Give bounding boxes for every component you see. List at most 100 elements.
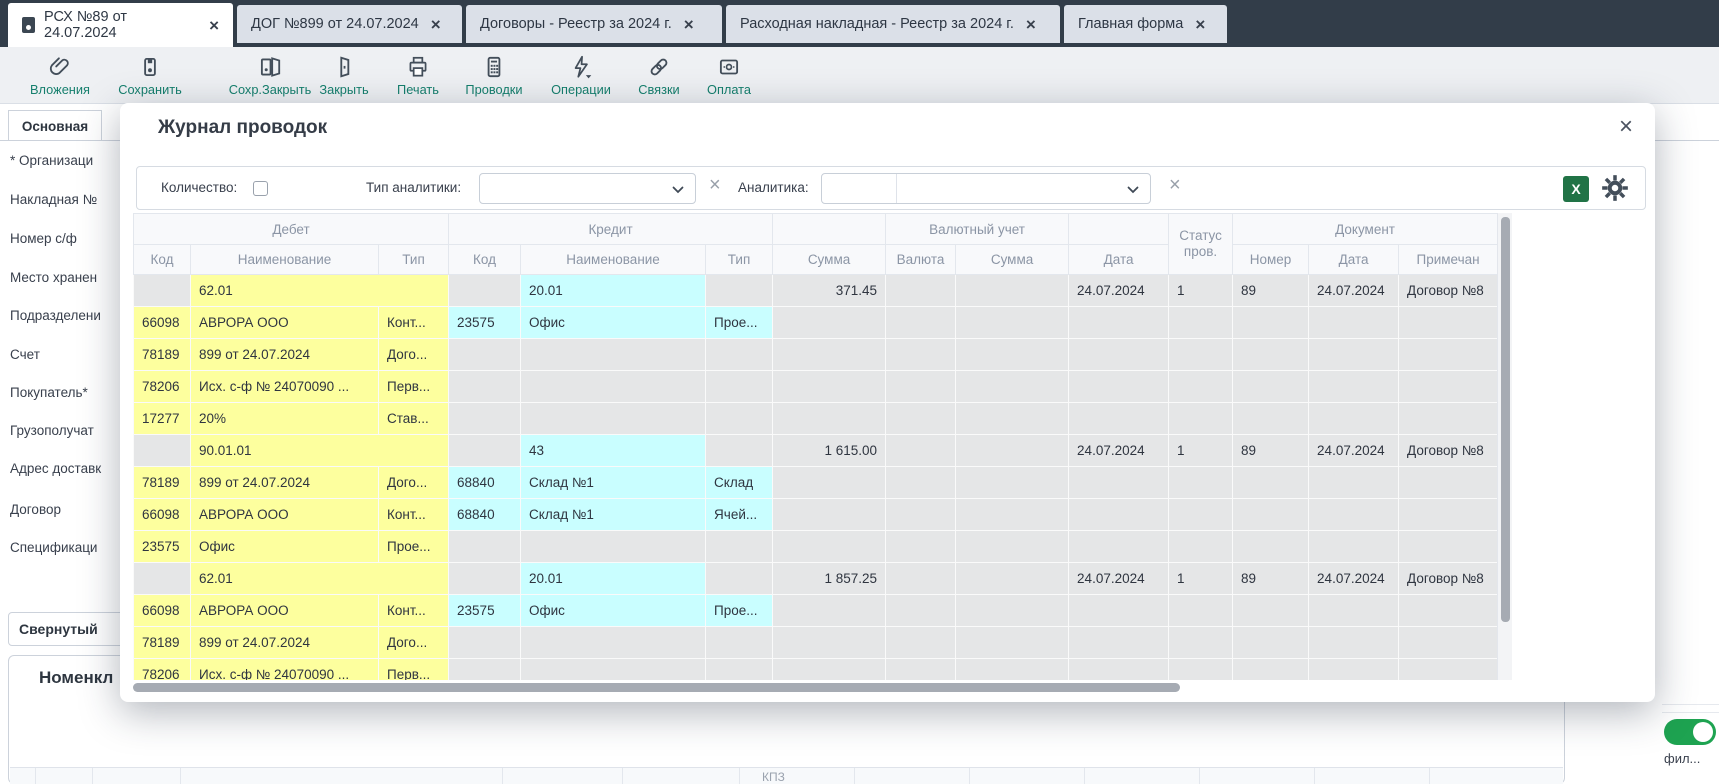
cell[interactable] (1308, 498, 1400, 531)
cell[interactable]: Дого... (377, 466, 450, 499)
cell[interactable] (955, 562, 1070, 595)
cell[interactable] (955, 434, 1070, 467)
cell[interactable] (885, 626, 957, 659)
journal-row[interactable]: 90.01.01 43 1 615.00 24.07.2024 1 89 24.07.202… (133, 434, 1497, 467)
cell[interactable] (448, 370, 522, 403)
cell[interactable]: 23575 (133, 530, 191, 563)
cell[interactable] (955, 466, 1070, 499)
cell[interactable]: АВРОРА ООО (190, 306, 379, 339)
cell[interactable] (772, 498, 887, 531)
cell[interactable] (1398, 594, 1497, 627)
cell[interactable] (885, 434, 957, 467)
cell[interactable] (133, 274, 191, 307)
cell[interactable] (448, 658, 522, 680)
cell[interactable]: 20.01 (520, 274, 707, 307)
cell[interactable] (1168, 338, 1234, 371)
cell[interactable] (955, 530, 1070, 563)
cell[interactable] (772, 338, 887, 371)
close-icon[interactable]: × (683, 14, 694, 34)
cell[interactable]: 23575 (448, 594, 522, 627)
cell[interactable]: 1 857.25 (772, 562, 887, 595)
cell[interactable]: 24.07.2024 (1308, 562, 1400, 595)
cell[interactable]: 24.07.2024 (1308, 434, 1400, 467)
scrollbar-thumb[interactable] (1501, 217, 1510, 622)
cell[interactable]: 23575 (448, 306, 522, 339)
cell[interactable]: Исх. с-ф № 24070090 ... (190, 658, 379, 680)
cell[interactable] (1232, 498, 1310, 531)
cell[interactable] (448, 626, 522, 659)
cell[interactable] (1068, 306, 1170, 339)
cell[interactable] (885, 466, 957, 499)
journal-row[interactable]: 62.01 20.01 371.45 24.07.2024 1 89 24.07.2024 Д… (133, 274, 1497, 307)
cell[interactable]: 90.01.01 (189, 434, 450, 467)
cell[interactable] (1398, 370, 1497, 403)
cell[interactable] (885, 498, 957, 531)
cell[interactable]: Перв... (377, 370, 450, 403)
cell[interactable]: 43 (520, 434, 707, 467)
cell[interactable] (705, 434, 774, 467)
settings-button[interactable] (1601, 174, 1629, 207)
cell[interactable] (885, 338, 957, 371)
cell[interactable]: Дого... (377, 626, 450, 659)
cell[interactable] (133, 562, 191, 595)
cell[interactable] (955, 626, 1070, 659)
close-icon[interactable]: × (1195, 14, 1206, 34)
cell[interactable] (772, 306, 887, 339)
cell[interactable] (705, 658, 774, 680)
cell[interactable] (885, 402, 957, 435)
cell[interactable] (772, 594, 887, 627)
cell[interactable]: Склад (705, 466, 774, 499)
cell[interactable]: 62.01 (189, 274, 450, 307)
vertical-scrollbar[interactable] (1497, 213, 1512, 680)
cell[interactable]: Став... (377, 402, 450, 435)
cell[interactable]: Конт... (377, 306, 450, 339)
cell[interactable] (448, 274, 522, 307)
cell[interactable] (1232, 338, 1310, 371)
cell[interactable] (1308, 338, 1400, 371)
cell[interactable] (1232, 306, 1310, 339)
cell[interactable] (1308, 658, 1400, 680)
cell[interactable] (772, 626, 887, 659)
close-icon[interactable]: × (1025, 14, 1036, 34)
tab-document-rsx[interactable]: РСХ №89 от 24.07.2024 × (8, 3, 233, 47)
cell[interactable] (448, 402, 522, 435)
cell[interactable] (520, 658, 707, 680)
cell[interactable] (1308, 370, 1400, 403)
cell[interactable] (520, 338, 707, 371)
quantity-checkbox[interactable] (253, 181, 268, 196)
journal-row[interactable]: 66098 АВРОРА ООО Конт... 23575 Офис Прое... (133, 306, 1497, 339)
cell[interactable]: 62.01 (189, 562, 450, 595)
cell[interactable] (1232, 530, 1310, 563)
cell[interactable]: 20% (190, 402, 379, 435)
cell[interactable]: 1 (1168, 562, 1234, 595)
cell[interactable] (772, 370, 887, 403)
journal-row[interactable]: 23575 Офис Прое... (133, 530, 1497, 563)
close-icon[interactable]: × (1618, 113, 1633, 140)
cell[interactable]: Конт... (377, 594, 450, 627)
cell[interactable] (1168, 626, 1234, 659)
attachments-button[interactable]: Вложения (5, 54, 115, 97)
cell[interactable] (1068, 498, 1170, 531)
cell[interactable] (1232, 402, 1310, 435)
cell[interactable] (1068, 402, 1170, 435)
cell[interactable] (1308, 594, 1400, 627)
cell[interactable] (1398, 402, 1497, 435)
cell[interactable] (955, 338, 1070, 371)
filter-toggle[interactable] (1664, 719, 1716, 745)
close-icon[interactable]: × (209, 15, 219, 35)
cell[interactable] (520, 626, 707, 659)
cell[interactable] (1168, 370, 1234, 403)
cell[interactable]: 24.07.2024 (1068, 434, 1170, 467)
cell[interactable] (448, 562, 522, 595)
cell[interactable]: Дого... (377, 338, 450, 371)
cell[interactable]: 899 от 24.07.2024 (190, 626, 379, 659)
cell[interactable] (1398, 658, 1497, 680)
operations-button[interactable]: Операции (526, 54, 636, 97)
cell[interactable]: Склад №1 (520, 498, 707, 531)
cell[interactable] (448, 338, 522, 371)
cell[interactable]: Офис (520, 594, 707, 627)
cell[interactable] (885, 306, 957, 339)
cell[interactable] (955, 658, 1070, 680)
cell[interactable] (705, 626, 774, 659)
save-button[interactable]: Сохранить (95, 54, 205, 97)
